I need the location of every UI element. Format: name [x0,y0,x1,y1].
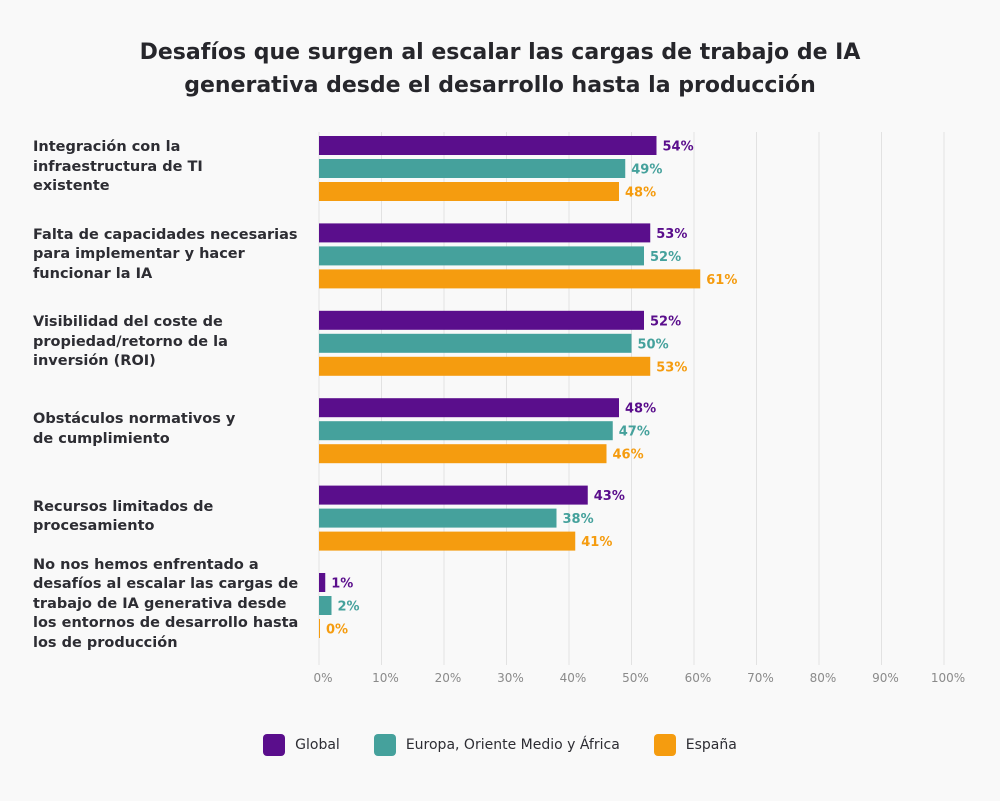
category-label-line: Visibilidad del coste de [33,314,223,331]
bar-value-label: 41% [581,535,612,550]
legend-swatch-emea [373,734,396,756]
bar [319,310,644,330]
x-tick-label: 90% [872,671,899,685]
x-tick-label: 50% [622,671,649,685]
bar-value-label: 46% [613,448,644,463]
legend-label-emea: Europa, Oriente Medio y África [405,737,620,753]
category-label-line: Obstáculos normativos y [33,411,236,428]
category-label-line: Falta de capacidades necesarias [33,226,298,243]
bar-value-label: 48% [625,186,656,201]
bar [319,269,701,289]
bar-value-label: 53% [656,360,687,375]
bar-value-label: 61% [706,273,737,288]
bar-value-label: 49% [631,163,662,178]
bar-value-label: 1% [331,577,353,592]
legend-label-spain: España [685,737,737,753]
category-label-line: para implementar y hacer [33,246,245,263]
category-label-line: No nos hemos enfrentado a [33,556,259,573]
bar-value-label: 47% [619,425,650,440]
category-label-line: de cumplimiento [33,430,170,447]
category-label: Obstáculos normativos y de cumplimiento [33,410,308,449]
bar [319,182,619,201]
x-tick-label: 20% [435,671,462,685]
x-tick-label: 60% [685,671,712,685]
category-label: Falta de capacidades necesarias para impl… [33,226,308,285]
bar [319,485,588,505]
chart-title-line: generativa desde el desarrollo hasta la … [184,73,816,98]
bar [319,421,613,441]
chart-title-line: Desafíos que surgen al escalar las carga… [139,40,861,65]
bar-value-label: 50% [638,337,669,352]
legend-item-emea: Europa, Oriente Medio y África [373,734,620,756]
category-label-line: los de producción [33,634,178,651]
category-label-line: desafíos al escalar las cargas de [33,576,299,593]
bar-value-label: 0% [326,623,348,638]
category-label-line: Recursos limitados de [33,498,214,515]
legend-item-spain: España [653,734,737,756]
legend-item-global: Global [263,734,340,756]
category-label-line: inversión (ROI) [33,353,156,370]
bar [319,573,326,592]
bar-value-label: 53% [656,227,687,242]
category-label-line: los entornos de desarrollo hasta [33,615,299,632]
category-label: Integración con la infraestructura de TI e… [33,138,308,197]
bar [319,508,557,528]
bar-value-label: 52% [650,314,681,329]
bar [319,223,651,243]
legend-label-global: Global [295,737,340,753]
x-tick-label: 0% [313,671,332,685]
x-tick-label: 80% [810,671,837,685]
bar-value-label: 2% [338,600,360,615]
bar [319,531,576,551]
category-label-line: funcionar la IA [33,265,153,282]
x-tick-label: 100% [931,671,965,685]
x-tick-label: 40% [560,671,587,685]
legend: Global Europa, Oriente Medio y África Es… [0,734,1000,756]
bar-value-label: 43% [594,489,625,504]
bar [319,596,332,615]
category-label: Recursos limitados de procesamiento [33,498,308,537]
category-label: No nos hemos enfrentado a desafíos al esc… [33,556,308,654]
bar [319,333,632,353]
bar [319,159,626,178]
x-tick-label: 70% [747,671,774,685]
bar [319,246,644,266]
category-label-line: procesamiento [33,518,155,535]
category-label-line: propiedad/retorno de la [33,333,228,350]
bar [319,356,651,376]
category-label-line: existente [33,178,110,195]
bar [319,444,607,464]
bar [319,398,619,418]
bar-value-label: 38% [563,512,594,527]
category-label-line: trabajo de IA generativa desde [33,595,287,612]
category-label-line: Integración con la [33,139,181,156]
category-label: Visibilidad del coste de propiedad/retorn… [33,313,308,372]
bar [319,619,320,638]
bar-value-label: 54% [663,140,694,155]
category-label-line: infraestructura de TI [33,158,203,175]
bar [319,136,657,155]
bar-value-label: 52% [650,250,681,265]
x-tick-label: 10% [372,671,399,685]
bar-value-label: 48% [625,402,656,417]
x-tick-label: 30% [497,671,524,685]
chart-title: Desafíos que surgen al escalar las carga… [0,36,1000,102]
legend-swatch-spain [653,734,676,756]
legend-swatch-global [263,734,286,756]
